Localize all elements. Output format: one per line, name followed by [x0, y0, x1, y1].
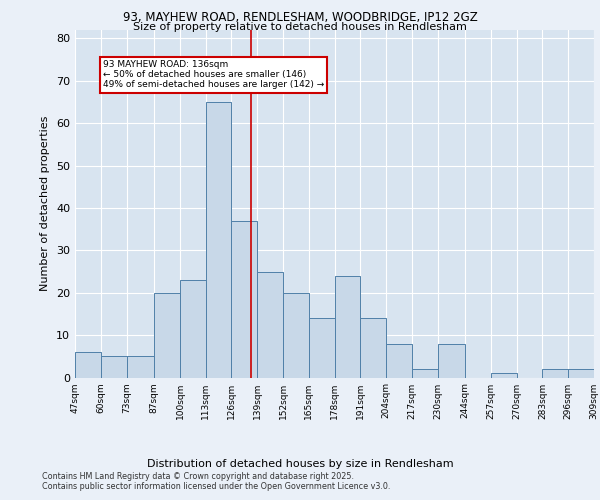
- Text: Contains public sector information licensed under the Open Government Licence v3: Contains public sector information licen…: [42, 482, 391, 491]
- Bar: [335, 276, 360, 378]
- Bar: [309, 318, 335, 378]
- Bar: [542, 369, 568, 378]
- Bar: [206, 102, 232, 378]
- Bar: [283, 292, 309, 378]
- Bar: [127, 356, 154, 378]
- Text: Size of property relative to detached houses in Rendlesham: Size of property relative to detached ho…: [133, 22, 467, 32]
- Text: 93 MAYHEW ROAD: 136sqm
← 50% of detached houses are smaller (146)
49% of semi-de: 93 MAYHEW ROAD: 136sqm ← 50% of detached…: [103, 60, 324, 90]
- Bar: [568, 369, 594, 378]
- Bar: [360, 318, 386, 378]
- Bar: [257, 272, 283, 378]
- Y-axis label: Number of detached properties: Number of detached properties: [40, 116, 50, 292]
- Bar: [180, 280, 206, 378]
- Bar: [412, 369, 437, 378]
- Bar: [232, 220, 257, 378]
- Text: 93, MAYHEW ROAD, RENDLESHAM, WOODBRIDGE, IP12 2GZ: 93, MAYHEW ROAD, RENDLESHAM, WOODBRIDGE,…: [122, 11, 478, 24]
- Bar: [491, 374, 517, 378]
- Text: Distribution of detached houses by size in Rendlesham: Distribution of detached houses by size …: [146, 459, 454, 469]
- Bar: [101, 356, 127, 378]
- Text: Contains HM Land Registry data © Crown copyright and database right 2025.: Contains HM Land Registry data © Crown c…: [42, 472, 354, 481]
- Bar: [75, 352, 101, 378]
- Bar: [154, 292, 180, 378]
- Bar: [437, 344, 465, 378]
- Bar: [386, 344, 412, 378]
